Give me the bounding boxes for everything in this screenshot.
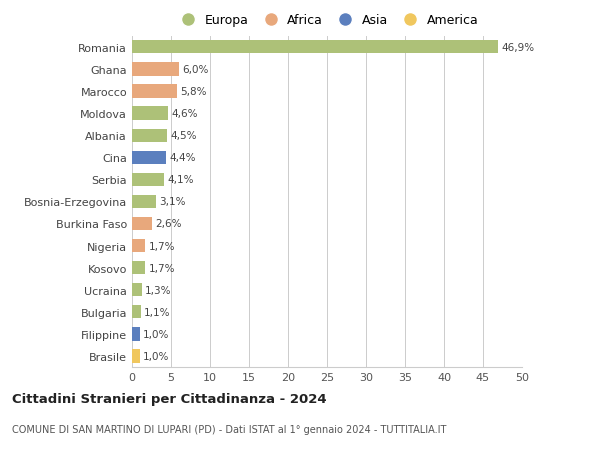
- Text: 3,1%: 3,1%: [160, 197, 186, 207]
- Bar: [132, 41, 498, 54]
- Bar: [132, 63, 179, 76]
- Bar: [132, 284, 142, 297]
- Text: 1,0%: 1,0%: [143, 351, 169, 361]
- Bar: [132, 151, 166, 164]
- Text: 5,8%: 5,8%: [181, 87, 207, 97]
- Bar: [132, 196, 156, 208]
- Text: 1,7%: 1,7%: [148, 241, 175, 251]
- Text: 1,1%: 1,1%: [144, 307, 170, 317]
- Bar: [132, 218, 152, 230]
- Text: 2,6%: 2,6%: [155, 219, 182, 229]
- Text: 1,7%: 1,7%: [148, 263, 175, 273]
- Bar: [132, 85, 177, 98]
- Text: 4,1%: 4,1%: [167, 175, 194, 185]
- Bar: [132, 174, 164, 186]
- Bar: [132, 306, 140, 319]
- Text: 46,9%: 46,9%: [501, 43, 534, 53]
- Text: 4,6%: 4,6%: [171, 109, 197, 119]
- Bar: [132, 350, 140, 363]
- Text: 1,3%: 1,3%: [145, 285, 172, 295]
- Text: 1,0%: 1,0%: [143, 329, 169, 339]
- Bar: [132, 240, 145, 252]
- Text: Cittadini Stranieri per Cittadinanza - 2024: Cittadini Stranieri per Cittadinanza - 2…: [12, 392, 326, 405]
- Text: 6,0%: 6,0%: [182, 65, 208, 75]
- Bar: [132, 262, 145, 274]
- Text: COMUNE DI SAN MARTINO DI LUPARI (PD) - Dati ISTAT al 1° gennaio 2024 - TUTTITALI: COMUNE DI SAN MARTINO DI LUPARI (PD) - D…: [12, 425, 446, 435]
- Legend: Europa, Africa, Asia, America: Europa, Africa, Asia, America: [176, 14, 478, 27]
- Bar: [132, 328, 140, 341]
- Text: 4,4%: 4,4%: [169, 153, 196, 163]
- Bar: [132, 129, 167, 142]
- Text: 4,5%: 4,5%: [170, 131, 197, 141]
- Bar: [132, 107, 168, 120]
